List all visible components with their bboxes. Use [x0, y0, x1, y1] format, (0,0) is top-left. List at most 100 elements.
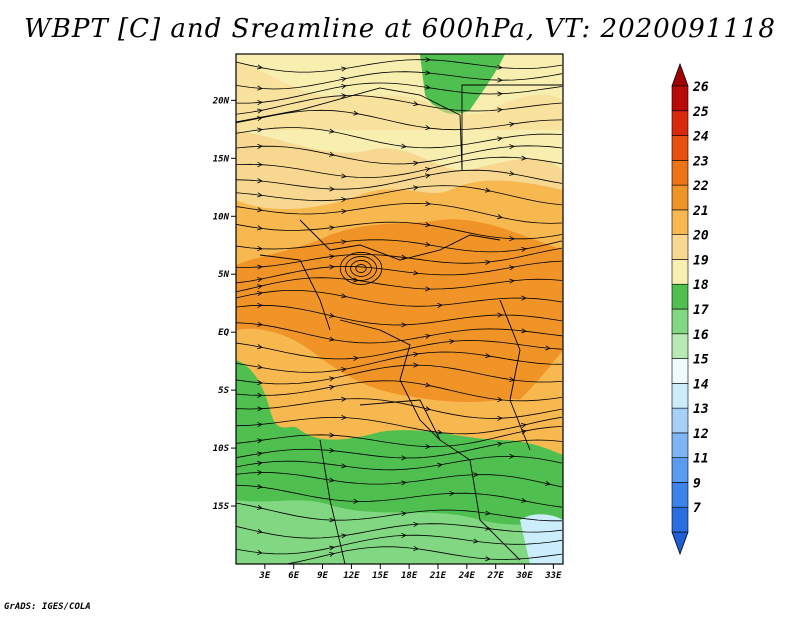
- streamline-arrow: [509, 144, 515, 150]
- streamline: [236, 127, 563, 149]
- streamline-arrow: [257, 143, 263, 149]
- streamline-arrow: [341, 84, 347, 90]
- streamline-arrow: [329, 376, 335, 382]
- streamline: [236, 534, 563, 555]
- colorbar-label: 16: [693, 328, 709, 343]
- streamline: [236, 82, 563, 104]
- streamline-arrow: [257, 438, 263, 444]
- streamline-arrow: [329, 151, 335, 157]
- streamline-arrow: [341, 66, 347, 72]
- streamline-arrow: [497, 107, 503, 113]
- streamline-arrow: [257, 460, 263, 466]
- streamline-arrow: [329, 477, 335, 483]
- streamline-arrow: [341, 396, 347, 402]
- streamline-arrow: [341, 367, 347, 373]
- vortex-streamline: [345, 256, 378, 281]
- streamline-arrow: [353, 110, 359, 116]
- lat-tick-label: 10N: [213, 212, 230, 222]
- streamline-arrow: [509, 235, 515, 242]
- streamline-arrow: [329, 128, 335, 134]
- streamline-arrow: [485, 353, 491, 359]
- colorbar-label: 11: [693, 452, 709, 467]
- streamline-arrow: [257, 207, 263, 213]
- streamline-arrow: [425, 443, 431, 449]
- streamline-arrow: [401, 254, 407, 260]
- streamline-arrow: [257, 470, 263, 476]
- streamline-arrow: [425, 201, 431, 207]
- streamline-arrow: [257, 264, 263, 270]
- streamline-arrow: [413, 270, 419, 276]
- streamline-arrow: [485, 259, 491, 265]
- streamline: [236, 109, 563, 131]
- colorbar-swatch: [671, 234, 689, 260]
- streamline-arrow: [521, 155, 527, 161]
- lat-tick-label: 10S: [213, 444, 230, 454]
- streamline: [236, 351, 563, 373]
- streamline-arrow: [257, 178, 263, 184]
- streamline: [236, 260, 563, 284]
- streamline-arrow: [413, 362, 419, 368]
- streamline-arrow: [257, 504, 263, 510]
- lon-tick-label: 27E: [487, 571, 505, 581]
- lon-tick-label: 21E: [429, 571, 447, 581]
- lon-tick-label: 33E: [544, 571, 562, 581]
- lat-tick-label: EQ: [218, 328, 229, 338]
- streamline-arrow: [329, 225, 335, 231]
- colorbar-swatch: [671, 184, 689, 211]
- colorbar-swatch: [671, 283, 689, 310]
- streamline: [236, 455, 563, 471]
- streamline-arrow: [257, 291, 263, 297]
- lat-tick-label: 5S: [218, 386, 229, 396]
- colorbar-label: 18: [693, 278, 709, 293]
- colorbar-label: 12: [693, 427, 709, 442]
- streamline-arrow: [437, 462, 443, 468]
- streamline: [236, 290, 563, 307]
- colorbar-swatch: [671, 259, 689, 285]
- streamline-arrow: [257, 161, 263, 168]
- streamline-arrow: [485, 510, 491, 516]
- streamline: [236, 380, 563, 402]
- streamline-arrow: [497, 77, 503, 83]
- streamline-arrow: [425, 382, 431, 388]
- streamline-arrow: [329, 432, 335, 438]
- streamline-arrow: [497, 136, 503, 142]
- streamline-arrow: [257, 302, 263, 309]
- streamline-arrow: [413, 101, 419, 107]
- streamline-arrow: [509, 453, 515, 459]
- lat-tick-label: 15N: [213, 154, 230, 164]
- streamline-arrow: [329, 545, 335, 551]
- streamline-arrow: [341, 197, 347, 203]
- streamline-arrow: [341, 533, 347, 539]
- streamline: [236, 340, 563, 360]
- streamline: [236, 484, 563, 508]
- colorbar-label: 21: [692, 204, 709, 219]
- streamline-arrow: [425, 333, 431, 339]
- colorbar-swatch: [671, 110, 689, 136]
- streamline-arrow: [257, 380, 263, 386]
- streamline-arrow: [425, 84, 431, 90]
- streamline-arrow: [509, 265, 515, 271]
- colorbar-label: 14: [693, 377, 709, 392]
- streamline-arrow: [437, 302, 443, 308]
- streamline-arrow: [329, 254, 335, 260]
- vortex-streamline: [355, 264, 367, 273]
- streamline: [236, 71, 563, 90]
- streamline-arrow: [257, 277, 263, 283]
- streamline-arrow: [257, 108, 263, 114]
- latitude-axis: 20N 15N 10N 5N EQ 5S 10S 15S: [212, 96, 236, 512]
- streamline-arrow: [257, 85, 263, 91]
- streamline-arrow: [329, 384, 335, 390]
- streamline-arrow: [437, 429, 443, 435]
- streamline: [236, 95, 563, 115]
- streamline-arrow: [497, 91, 503, 97]
- streamline-arrow: [257, 528, 263, 534]
- streamline-arrow: [425, 406, 431, 412]
- streamline-arrow: [521, 423, 527, 429]
- chart-title: WBPT [C] and Sreamline at 600hPa, VT: 20…: [24, 14, 776, 44]
- streamline-arrow: [257, 127, 263, 133]
- streamline-arrow: [257, 451, 263, 457]
- streamline-arrow: [257, 484, 263, 490]
- colorbar-swatch: [671, 160, 689, 186]
- streamline-arrow: [449, 339, 455, 345]
